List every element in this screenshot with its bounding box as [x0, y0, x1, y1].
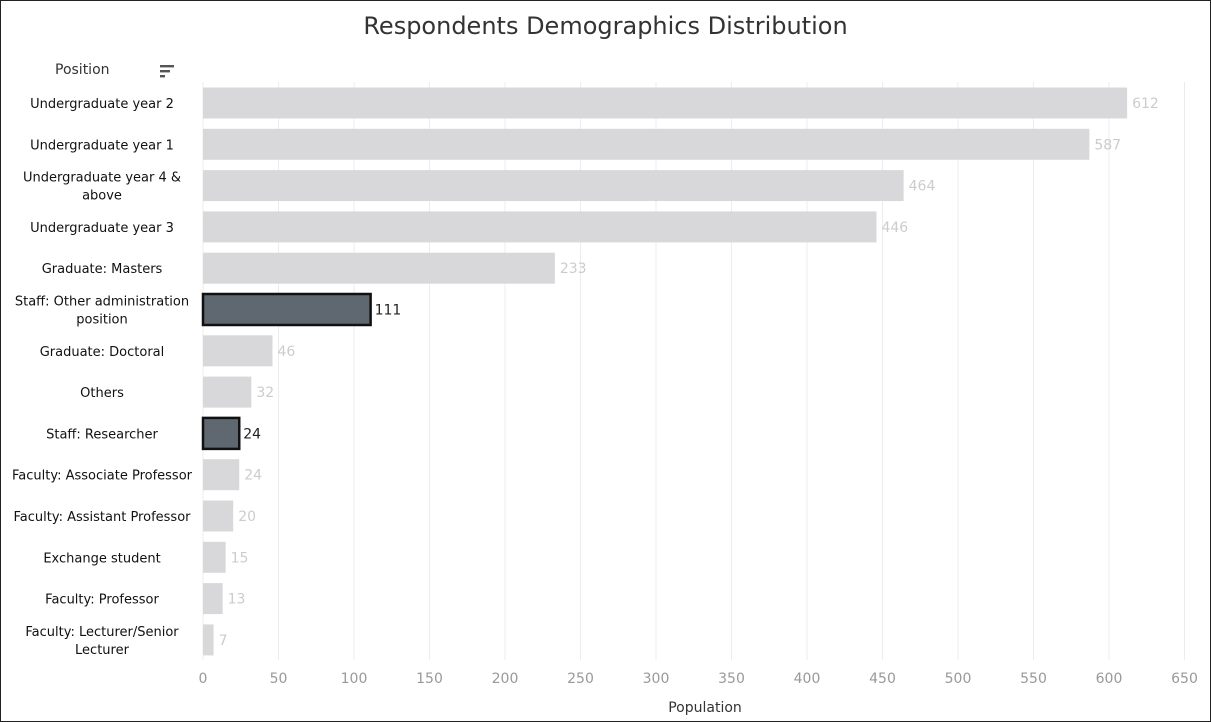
x-tick-label: 400: [794, 671, 821, 687]
bar-value-label: 20: [238, 509, 256, 525]
category-header: Position: [55, 62, 110, 78]
x-tick-label: 450: [869, 671, 896, 687]
bar-value-label: 446: [881, 220, 908, 236]
bar-value-label: 7: [219, 633, 228, 649]
bar-value-label: 15: [231, 550, 249, 566]
x-tick-label: 200: [492, 671, 519, 687]
category-label: Others: [80, 386, 124, 401]
bar[interactable]: [201, 416, 241, 451]
bar[interactable]: [203, 624, 214, 656]
bar-value-label: 32: [256, 385, 274, 401]
x-tick-label: 550: [1020, 671, 1047, 687]
bar[interactable]: [203, 459, 240, 491]
category-label: Staff: Other administration: [15, 295, 189, 310]
bar-value-label: 464: [909, 179, 936, 195]
category-label: Faculty: Associate Professor: [12, 469, 193, 484]
category-label: Exchange student: [43, 551, 160, 566]
category-label: Staff: Researcher: [46, 427, 158, 442]
x-tick-label: 50: [270, 671, 288, 687]
bar-value-label: 24: [244, 468, 262, 484]
category-label: Undergraduate year 2: [30, 97, 174, 112]
sort-descending-icon[interactable]: [160, 65, 174, 78]
bar-value-label: 24: [243, 426, 261, 442]
category-label: Lecturer: [75, 643, 130, 658]
bar[interactable]: [203, 211, 877, 243]
category-label: Faculty: Professor: [45, 593, 159, 608]
category-labels: Undergraduate year 2 Undergraduate year 1…: [12, 97, 193, 658]
x-tick-label: 350: [718, 671, 745, 687]
bar[interactable]: [203, 335, 273, 367]
x-tick-label: 500: [945, 671, 972, 687]
category-label: Undergraduate year 4 &: [23, 171, 181, 186]
value-labels: 612 587 464 446 233 111 46 32 24 24 20 15 13 7: [219, 96, 1159, 649]
bar[interactable]: [201, 292, 372, 327]
bar[interactable]: [203, 541, 226, 573]
bar[interactable]: [203, 500, 234, 532]
category-label: Undergraduate year 3: [30, 221, 174, 236]
gridlines: [202, 82, 1185, 660]
bar[interactable]: [203, 376, 252, 408]
x-axis-ticks: 0 50 100 150 200 250 300 350 400 450 500 550 600 650: [199, 671, 1198, 687]
category-label: Graduate: Doctoral: [40, 345, 165, 360]
category-label: above: [82, 189, 122, 204]
bar[interactable]: [203, 252, 555, 284]
category-label: position: [76, 313, 128, 328]
x-tick-label: 300: [643, 671, 670, 687]
bars: [201, 87, 1128, 656]
x-tick-label: 650: [1171, 671, 1198, 687]
bar-value-label: 111: [375, 303, 402, 319]
x-tick-label: 100: [341, 671, 368, 687]
bar[interactable]: [203, 87, 1128, 119]
x-axis-label: Population: [668, 700, 742, 716]
bar[interactable]: [203, 583, 223, 615]
bar-value-label: 233: [560, 261, 587, 277]
x-tick-label: 0: [199, 671, 208, 687]
category-label: Graduate: Masters: [42, 262, 163, 277]
bar-value-label: 587: [1094, 137, 1121, 153]
category-label: Undergraduate year 1: [30, 138, 174, 153]
bar[interactable]: [203, 170, 904, 202]
x-tick-label: 150: [416, 671, 443, 687]
bar-value-label: 13: [228, 592, 246, 608]
chart-title: Respondents Demographics Distribution: [363, 12, 848, 40]
bar-value-label: 612: [1132, 96, 1159, 112]
bar-value-label: 46: [277, 344, 295, 360]
category-label: Faculty: Lecturer/Senior: [25, 625, 179, 640]
category-label: Faculty: Assistant Professor: [13, 510, 191, 525]
x-tick-label: 250: [567, 671, 594, 687]
x-tick-label: 600: [1096, 671, 1123, 687]
bar[interactable]: [203, 128, 1090, 160]
